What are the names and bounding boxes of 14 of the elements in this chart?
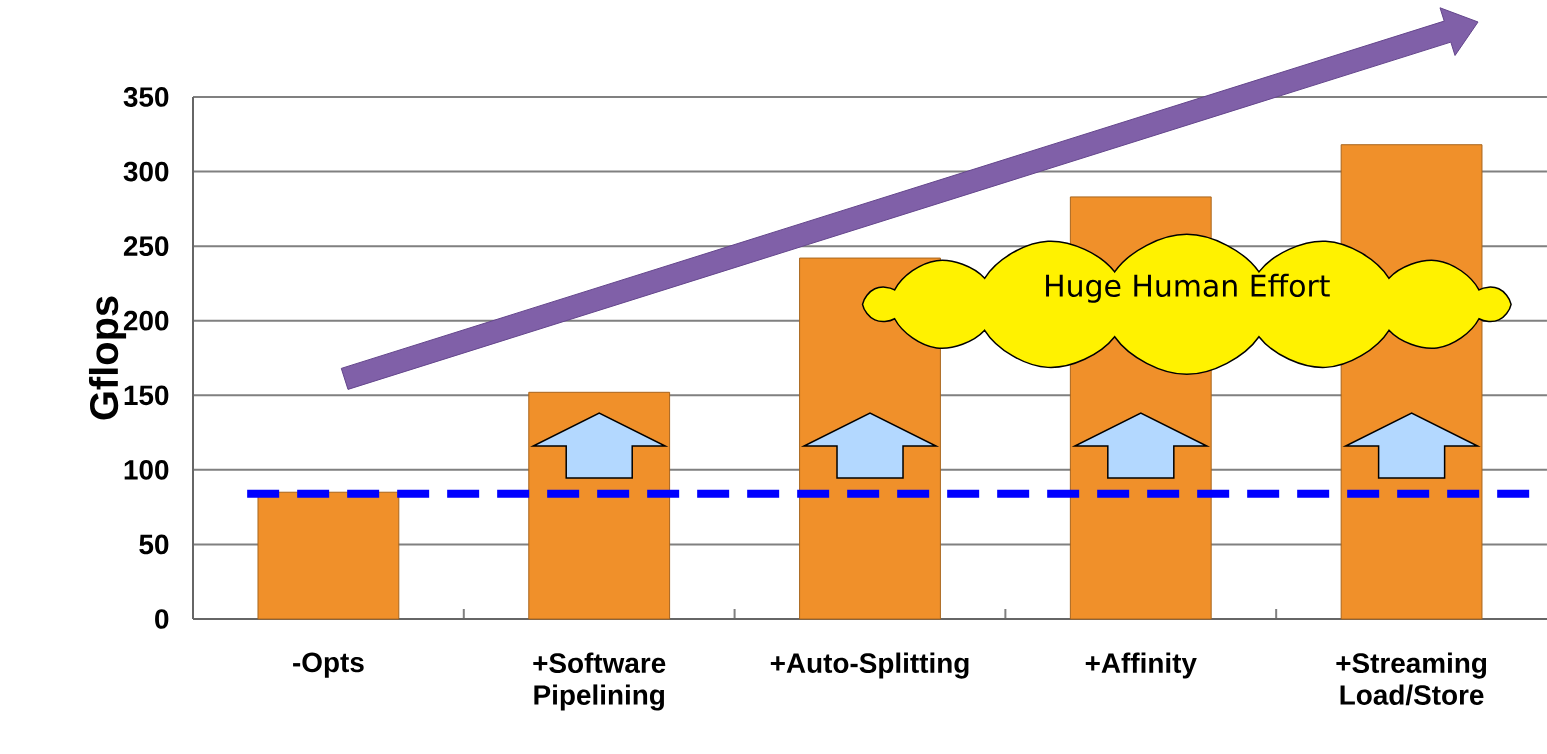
y-tick-label: 50 — [139, 534, 169, 555]
y-tick-label: 250 — [123, 236, 169, 257]
x-tick-label: +Auto-Splitting — [770, 652, 969, 679]
y-tick-label: 0 — [155, 609, 169, 629]
y-tick-label: 100 — [124, 459, 169, 480]
x-tick-label: +Software Pipelining — [533, 652, 666, 711]
annotation: Huge Human Effort — [1046, 273, 1330, 303]
bar — [257, 491, 400, 620]
x-tick-label: -Opts — [293, 652, 364, 678]
x-tick-label: +Affinity — [1085, 652, 1197, 679]
y-tick-label: 350 — [123, 87, 169, 107]
y-tick-label: 150 — [124, 385, 169, 406]
y-tick-label: 300 — [123, 161, 169, 182]
x-tick-label: +Streaming Load/Store — [1336, 652, 1487, 706]
